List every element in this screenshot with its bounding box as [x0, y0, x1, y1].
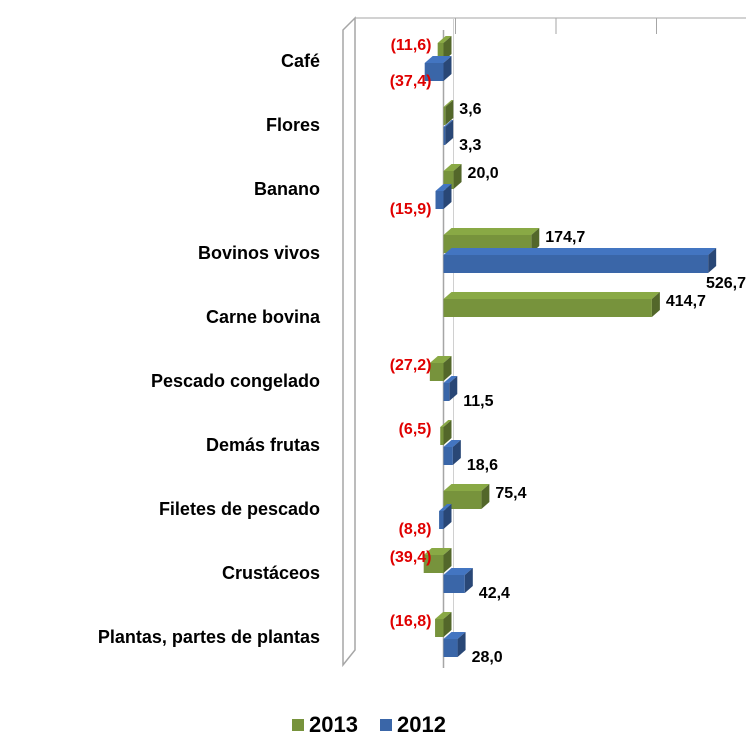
bar-top	[437, 36, 452, 43]
value-label: (11,6)	[391, 37, 432, 54]
legend-label: 2012	[397, 712, 446, 736]
bar-side	[443, 356, 452, 381]
category-label: Banano	[254, 179, 320, 199]
bar	[437, 43, 444, 61]
bar-side	[443, 420, 452, 445]
bar-top	[443, 632, 466, 639]
bar-top	[429, 356, 452, 363]
bar-top	[443, 568, 473, 575]
bar	[443, 171, 454, 189]
value-label: (39,4)	[390, 549, 432, 566]
bar-side	[651, 292, 660, 317]
bar	[435, 619, 444, 637]
category-label: Crustáceos	[222, 563, 320, 583]
bar-top	[443, 376, 458, 383]
bar-side	[464, 568, 473, 593]
bar	[443, 491, 482, 509]
bar	[443, 447, 453, 465]
bar-side	[453, 164, 462, 189]
legend-swatch	[292, 719, 304, 731]
bar-top	[439, 504, 452, 511]
bar-side	[443, 548, 452, 573]
bar	[443, 107, 446, 125]
bar-top	[440, 420, 452, 427]
bar-side	[481, 484, 490, 509]
value-label: 174,7	[545, 229, 585, 246]
bar-side	[449, 376, 458, 401]
category-label: Café	[281, 51, 320, 71]
value-label: 20,0	[468, 165, 499, 182]
bar-side	[445, 100, 454, 125]
value-label: 11,5	[463, 393, 493, 410]
value-label: 18,6	[467, 457, 498, 474]
bar-top	[435, 184, 452, 191]
value-label: 75,4	[495, 485, 526, 502]
axis-wall	[342, 16, 356, 668]
bar-side	[531, 228, 540, 253]
bar	[443, 575, 465, 593]
bar-side	[445, 120, 454, 145]
value-label: 3,3	[459, 137, 481, 154]
bar-side	[452, 440, 461, 465]
bar	[443, 299, 652, 317]
bar-side	[443, 36, 452, 61]
value-label: 3,6	[459, 101, 481, 118]
bar-top	[443, 228, 540, 235]
category-label: Bovinos vivos	[198, 243, 320, 263]
bar	[423, 555, 444, 573]
bar	[443, 639, 458, 657]
bar	[435, 191, 444, 209]
bar-side	[708, 248, 717, 273]
bar	[424, 63, 444, 81]
bar-side	[443, 504, 452, 529]
value-label: (37,4)	[390, 73, 432, 90]
bar-top	[443, 440, 461, 447]
value-label: 28,0	[472, 649, 503, 666]
value-label: (8,8)	[399, 521, 432, 538]
category-label: Flores	[266, 115, 320, 135]
bar-side	[443, 56, 452, 81]
value-label: (15,9)	[390, 201, 432, 218]
bar-top	[443, 100, 454, 107]
value-label: 42,4	[479, 585, 510, 602]
legend-label: 2013	[309, 712, 358, 736]
value-label: (16,8)	[390, 613, 432, 630]
bar	[443, 127, 446, 145]
bar-top	[435, 612, 452, 619]
bar	[440, 427, 444, 445]
bar-top	[443, 292, 660, 299]
bar	[443, 255, 709, 273]
bar-top	[443, 484, 490, 491]
bar-side	[443, 184, 452, 209]
value-label: (27,2)	[390, 357, 432, 374]
value-label: (6,5)	[399, 421, 432, 438]
bar	[443, 383, 450, 401]
bar-side	[443, 612, 452, 637]
bar-side	[457, 632, 466, 657]
bar-top	[423, 548, 452, 555]
bar-top	[443, 248, 717, 255]
value-label: 414,7	[666, 293, 706, 310]
bar-top	[443, 120, 454, 127]
value-label: 526,7	[706, 275, 746, 292]
category-label: Pescado congelado	[151, 371, 320, 391]
category-label: Carne bovina	[206, 307, 321, 327]
bar	[439, 511, 444, 529]
legend-swatch	[380, 719, 392, 731]
category-label: Filetes de pescado	[159, 499, 320, 519]
bar-top	[424, 56, 452, 63]
bar-top	[443, 164, 462, 171]
bar	[429, 363, 444, 381]
category-label: Plantas, partes de plantas	[98, 627, 320, 647]
category-label: Demás frutas	[206, 435, 320, 455]
